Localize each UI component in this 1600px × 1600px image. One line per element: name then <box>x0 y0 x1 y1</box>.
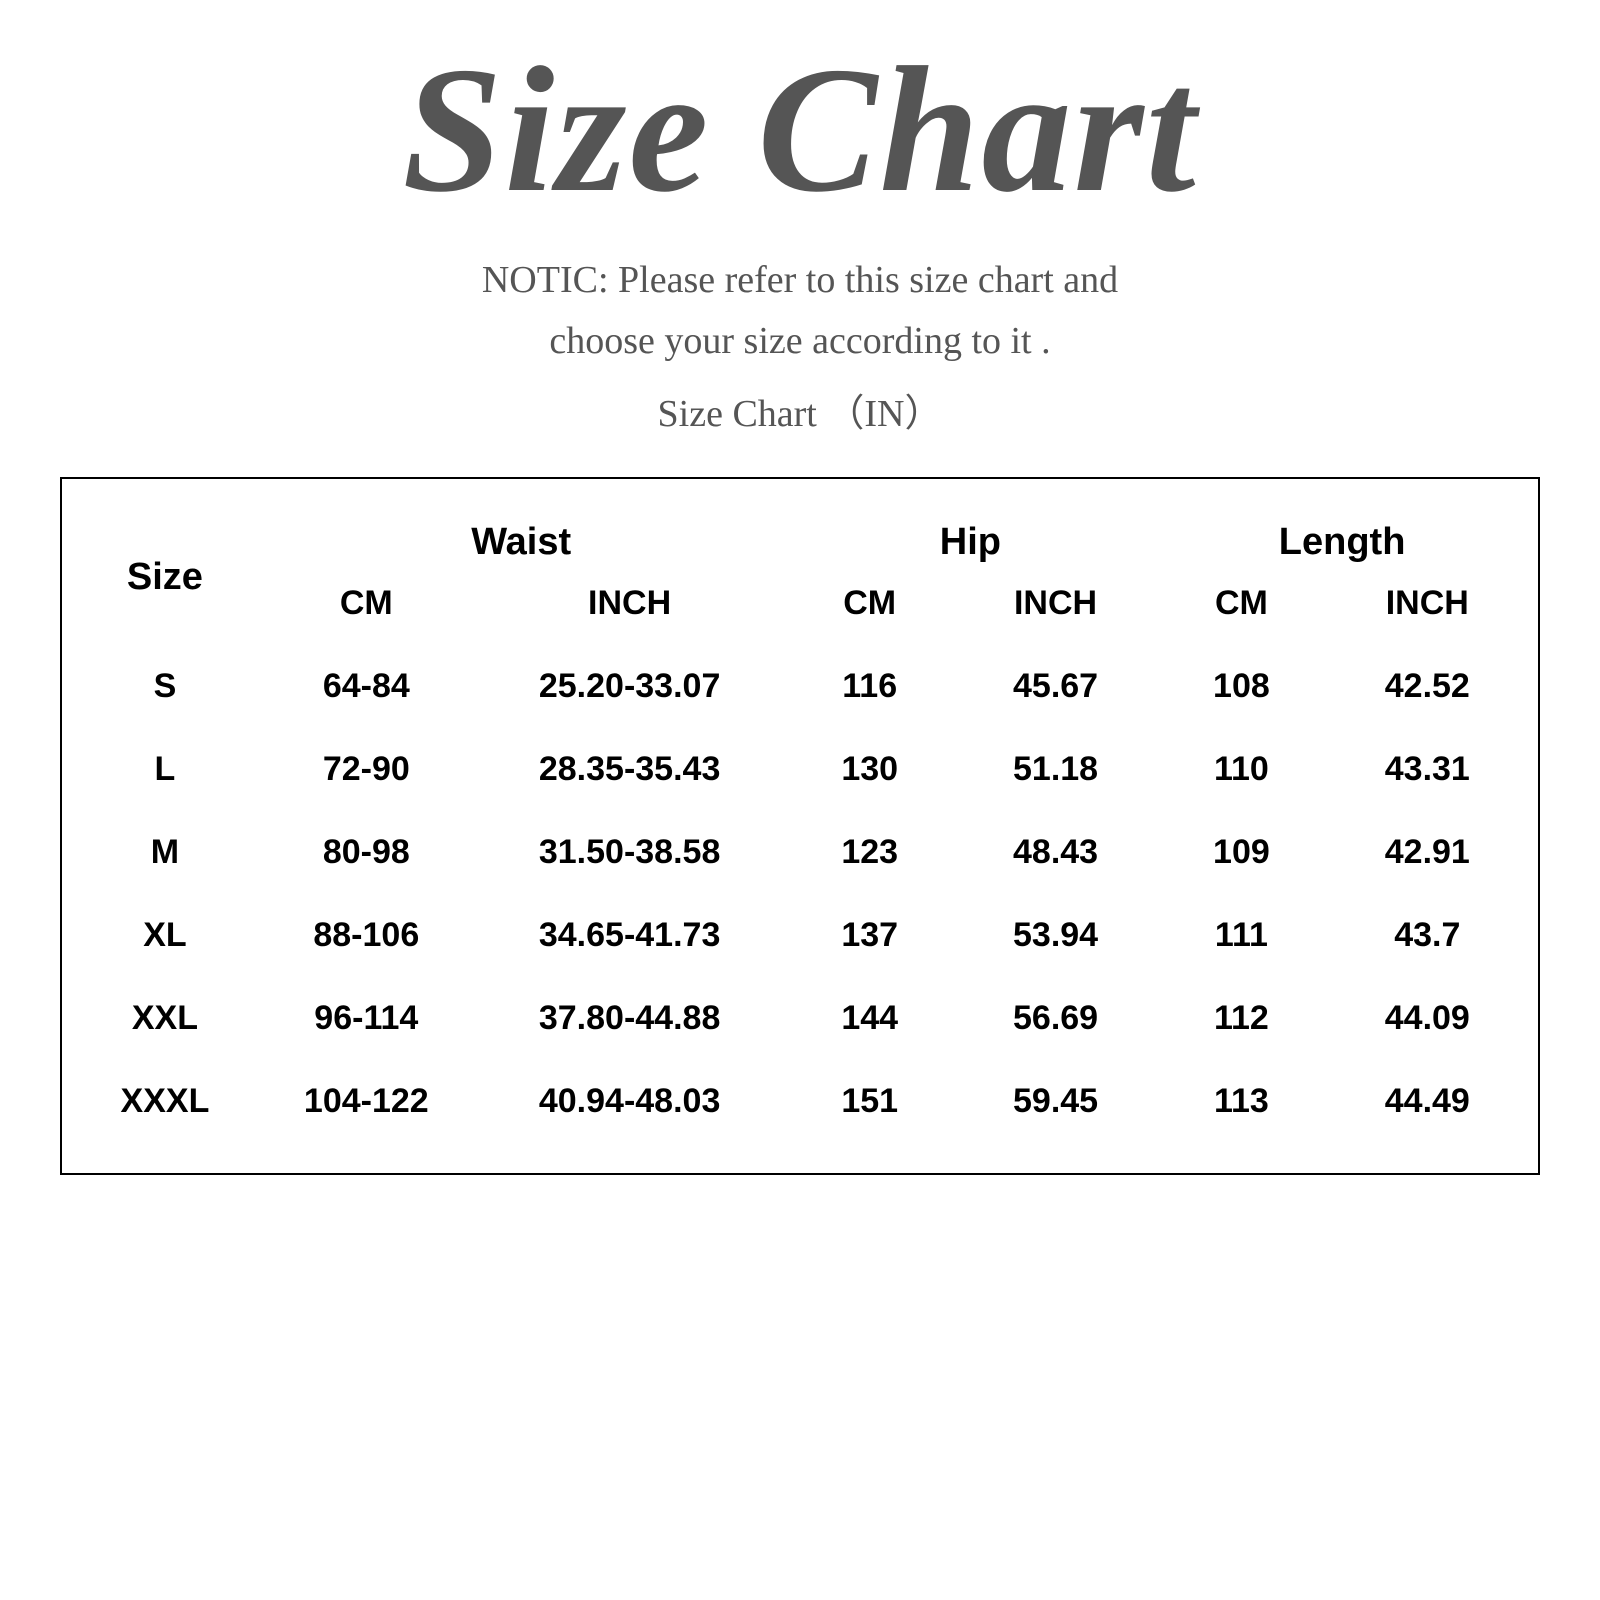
cell-waist-cm: 88-106 <box>258 894 475 977</box>
cell-waist-cm: 72-90 <box>258 728 475 811</box>
cell-len-cm: 110 <box>1156 728 1326 811</box>
cell-waist-in: 34.65-41.73 <box>475 894 785 977</box>
col-len-in: INCH <box>1327 574 1528 645</box>
cell-hip-cm: 144 <box>785 977 955 1060</box>
cell-hip-cm: 116 <box>785 645 955 728</box>
cell-len-in: 42.91 <box>1327 811 1528 894</box>
cell-size: M <box>72 811 258 894</box>
cell-waist-in: 40.94-48.03 <box>475 1060 785 1143</box>
size-table-container: Size Waist Hip Length CM INCH CM INCH CM… <box>60 477 1540 1175</box>
cell-waist-cm: 80-98 <box>258 811 475 894</box>
size-chart-page: Size Chart NOTIC: Please refer to this s… <box>0 0 1600 1600</box>
cell-hip-in: 56.69 <box>955 977 1156 1060</box>
table-header-row-1: Size Waist Hip Length <box>72 499 1528 574</box>
size-table: Size Waist Hip Length CM INCH CM INCH CM… <box>72 499 1528 1143</box>
cell-hip-in: 59.45 <box>955 1060 1156 1143</box>
cell-hip-cm: 137 <box>785 894 955 977</box>
col-waist-cm: CM <box>258 574 475 645</box>
cell-len-cm: 111 <box>1156 894 1326 977</box>
sub-heading: Size Chart （IN） <box>0 382 1600 437</box>
table-row: L 72-90 28.35-35.43 130 51.18 110 43.31 <box>72 728 1528 811</box>
col-length: Length <box>1156 499 1528 574</box>
cell-waist-in: 25.20-33.07 <box>475 645 785 728</box>
cell-hip-in: 53.94 <box>955 894 1156 977</box>
col-size: Size <box>72 499 258 645</box>
col-len-cm: CM <box>1156 574 1326 645</box>
cell-size: S <box>72 645 258 728</box>
cell-waist-in: 28.35-35.43 <box>475 728 785 811</box>
cell-size: L <box>72 728 258 811</box>
page-title: Size Chart <box>0 40 1600 220</box>
cell-size: XL <box>72 894 258 977</box>
cell-size: XXXL <box>72 1060 258 1143</box>
col-waist-in: INCH <box>475 574 785 645</box>
table-header-row-2: CM INCH CM INCH CM INCH <box>72 574 1528 645</box>
cell-hip-in: 51.18 <box>955 728 1156 811</box>
notice-line-2: choose your size according to it . <box>549 320 1050 362</box>
cell-len-cm: 112 <box>1156 977 1326 1060</box>
cell-waist-cm: 64-84 <box>258 645 475 728</box>
table-row: XXL 96-114 37.80-44.88 144 56.69 112 44.… <box>72 977 1528 1060</box>
cell-hip-in: 45.67 <box>955 645 1156 728</box>
cell-len-cm: 113 <box>1156 1060 1326 1143</box>
cell-len-in: 43.7 <box>1327 894 1528 977</box>
cell-waist-in: 37.80-44.88 <box>475 977 785 1060</box>
cell-waist-cm: 96-114 <box>258 977 475 1060</box>
cell-len-in: 44.49 <box>1327 1060 1528 1143</box>
cell-len-cm: 109 <box>1156 811 1326 894</box>
cell-size: XXL <box>72 977 258 1060</box>
cell-hip-cm: 123 <box>785 811 955 894</box>
cell-len-in: 42.52 <box>1327 645 1528 728</box>
table-row: XL 88-106 34.65-41.73 137 53.94 111 43.7 <box>72 894 1528 977</box>
table-row: S 64-84 25.20-33.07 116 45.67 108 42.52 <box>72 645 1528 728</box>
cell-len-in: 43.31 <box>1327 728 1528 811</box>
cell-hip-cm: 151 <box>785 1060 955 1143</box>
col-hip-cm: CM <box>785 574 955 645</box>
cell-len-cm: 108 <box>1156 645 1326 728</box>
table-row: M 80-98 31.50-38.58 123 48.43 109 42.91 <box>72 811 1528 894</box>
col-hip-in: INCH <box>955 574 1156 645</box>
table-row: XXXL 104-122 40.94-48.03 151 59.45 113 4… <box>72 1060 1528 1143</box>
col-hip: Hip <box>785 499 1157 574</box>
col-waist: Waist <box>258 499 785 574</box>
cell-waist-in: 31.50-38.58 <box>475 811 785 894</box>
cell-waist-cm: 104-122 <box>258 1060 475 1143</box>
cell-hip-cm: 130 <box>785 728 955 811</box>
cell-len-in: 44.09 <box>1327 977 1528 1060</box>
size-table-body: S 64-84 25.20-33.07 116 45.67 108 42.52 … <box>72 645 1528 1143</box>
cell-hip-in: 48.43 <box>955 811 1156 894</box>
notice-line-1: NOTIC: Please refer to this size chart a… <box>482 259 1118 301</box>
notice-text: NOTIC: Please refer to this size chart a… <box>0 250 1600 372</box>
